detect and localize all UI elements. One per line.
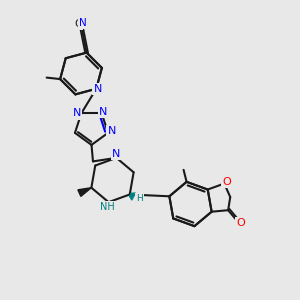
Text: N: N: [73, 108, 81, 118]
Text: H: H: [136, 194, 143, 203]
Text: N: N: [112, 149, 121, 159]
Text: N: N: [107, 126, 116, 136]
Text: O: O: [222, 177, 231, 187]
Text: N: N: [80, 18, 87, 28]
Text: NH: NH: [100, 202, 115, 212]
Text: N: N: [99, 107, 107, 117]
Text: O: O: [236, 218, 245, 228]
Polygon shape: [78, 188, 92, 197]
Text: C: C: [75, 19, 82, 29]
Text: N: N: [94, 84, 102, 94]
